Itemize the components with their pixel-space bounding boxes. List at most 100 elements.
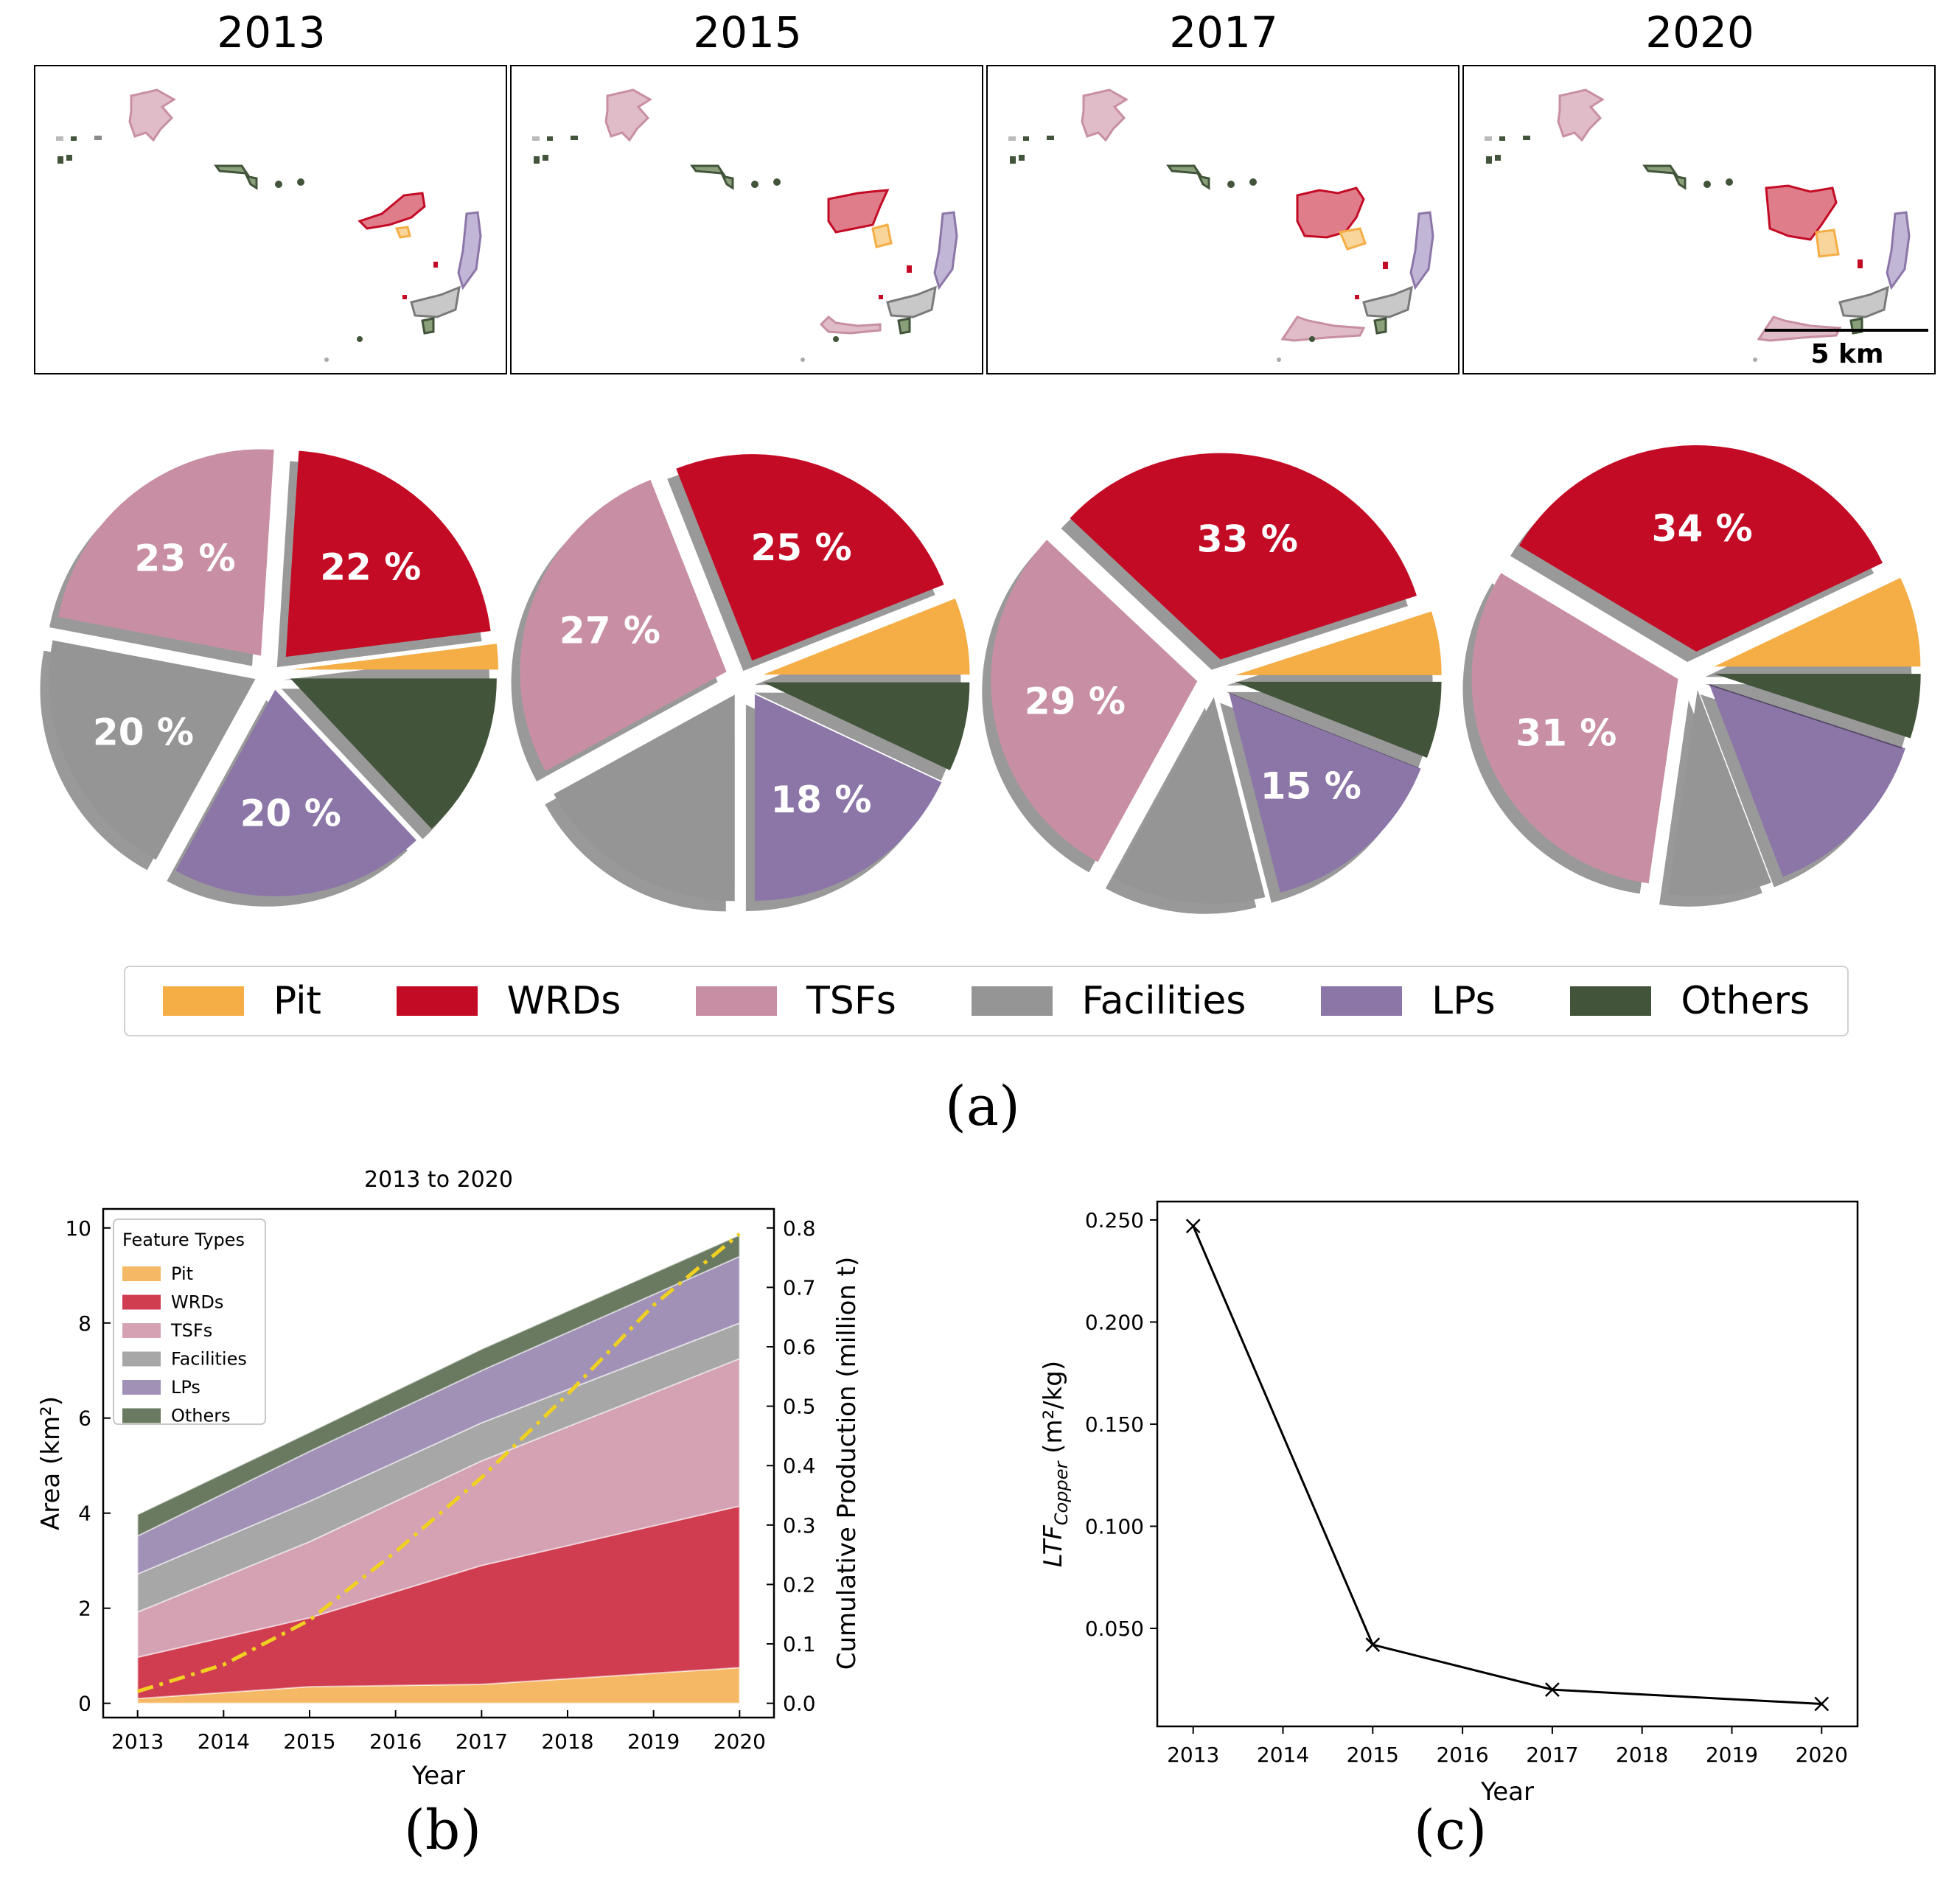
ltf-marker [1365, 1637, 1381, 1653]
map-2013-features [56, 88, 482, 362]
x-tick-label: 2018 [541, 1729, 593, 1754]
pie-slice-others [1235, 681, 1442, 758]
legend-label: Facilities [1081, 979, 1246, 1023]
production-line [136, 1232, 741, 1693]
legend-item-facilities: Facilities [971, 979, 1246, 1023]
ltf-marker [1545, 1682, 1560, 1698]
x-tick-label: 2016 [1436, 1743, 1488, 1767]
legend-item-pit: Pit [162, 979, 321, 1023]
x-tick-label: 2015 [283, 1729, 335, 1754]
map-2020-features: 5 km [1485, 88, 1928, 369]
area-legend: Feature Types Pit WRDs TSFs Facilities LPs Oth… [113, 1219, 266, 1426]
pie-slice-label: 34 % [1652, 507, 1753, 550]
pie-slice-others [290, 678, 497, 829]
pie-slice-pit [1235, 611, 1442, 675]
area-legend-label: TSFs [170, 1320, 212, 1341]
x-tick-label: 2019 [627, 1729, 680, 1754]
legend-item-lps: LPs [1321, 979, 1496, 1023]
y-tick-label: 0.250 [1085, 1208, 1144, 1233]
pie-slice-others [763, 682, 970, 770]
x-tick-label: 2013 [111, 1729, 164, 1754]
legend-swatch-pit [162, 986, 244, 1016]
pie-slice-label: 23 % [135, 537, 236, 580]
plot-frame [1156, 1200, 1859, 1728]
map-title-2015: 2015 [693, 7, 802, 57]
x-tick-label: 2013 [1167, 1743, 1219, 1767]
pie-slice-tsfs [520, 479, 727, 772]
y-tick-label: 8 [78, 1311, 91, 1336]
x-axis-label: Year [411, 1761, 465, 1791]
x-tick-label: 2017 [456, 1729, 508, 1754]
area-legend-label: WRDs [171, 1292, 223, 1313]
pie-slice-label: 15 % [1260, 765, 1361, 808]
area-legend-swatch [122, 1351, 161, 1367]
pie-slice-pit [763, 599, 970, 675]
pie-slice-pit [1714, 577, 1921, 667]
ltf-marker [1185, 1219, 1201, 1234]
y-tick-label: 4 [78, 1502, 91, 1526]
ltf-marker [1814, 1696, 1830, 1712]
pie-slice-facilities [1114, 697, 1266, 904]
feature-legend: Pit WRDs TSFs Facilities LPs Others [124, 966, 1849, 1036]
x-axis-label: Year [1480, 1777, 1534, 1807]
y-axis-label-unit: (m²/kg) [1039, 1361, 1068, 1462]
area-legend-label: Facilities [171, 1349, 247, 1370]
caption-b: (b) [404, 1799, 482, 1862]
legend-swatch-tsfs [696, 986, 778, 1016]
y-tick-label: 10 [65, 1216, 91, 1241]
y-axis-label: LTFCopper (m²/kg) [1039, 1361, 1072, 1567]
x-tick-label: 2015 [1347, 1743, 1399, 1767]
scale-bar-label: 5 km [1810, 339, 1883, 369]
legend-swatch-others [1570, 986, 1652, 1016]
y-tick-label: 0.200 [1085, 1310, 1144, 1334]
x-tick-label: 2016 [369, 1729, 422, 1754]
area-chart: 2013 to 2020 2013 2014 2015 2016 2017 2018 2019… [36, 1167, 862, 1791]
caption-c: (c) [1414, 1799, 1488, 1862]
legend-item-wrds: WRDs [396, 979, 621, 1023]
y2-tick-label: 0.6 [783, 1335, 816, 1359]
map-2013 [34, 65, 507, 374]
y-axis-label-main: LTF [1039, 1525, 1068, 1567]
pie-slice-label: 22 % [320, 546, 421, 589]
pie-slice-others [1714, 674, 1921, 739]
pie-slice-label: 33 % [1197, 518, 1298, 561]
legend-swatch-wrds [396, 986, 478, 1016]
pie-charts: 22 % 23 % 20 % 20 % 25 % 27 % 18 % 33 % 29 % 15 %… [40, 445, 1921, 914]
y-tick-label: 2 [78, 1597, 91, 1621]
pie-slice-lps [175, 689, 416, 896]
pie-slice-wrds [1519, 445, 1883, 652]
pie-slice-pit [291, 644, 498, 670]
area-legend-swatch [122, 1380, 161, 1395]
map-2017 [986, 65, 1459, 374]
pie-slice-tsfs [58, 449, 274, 656]
x-tick-label: 2017 [1526, 1743, 1578, 1767]
y2-tick-label: 0.3 [783, 1513, 816, 1538]
pie-slice-label: 25 % [750, 526, 851, 569]
y-axis-label: Area (km²) [36, 1396, 66, 1530]
pie-slice-label: 20 % [93, 711, 194, 754]
plot-frame [102, 1207, 775, 1719]
map-2020: 5 km [1462, 65, 1936, 374]
y-tick-label: 6 [78, 1406, 91, 1431]
y-tick-label: 0.100 [1085, 1514, 1144, 1538]
map-title-2013: 2013 [217, 7, 326, 57]
chart-title: 2013 to 2020 [364, 1167, 513, 1193]
y2-tick-label: 0.8 [783, 1216, 816, 1241]
x-tick-label: 2014 [198, 1729, 250, 1754]
map-2015-features [532, 88, 958, 362]
x-tick-label: 2019 [1706, 1743, 1758, 1767]
y2-tick-label: 0.5 [783, 1395, 816, 1419]
pie-slice-label: 18 % [770, 778, 871, 821]
pie-slice-lps [1229, 692, 1421, 893]
x-tick-label: 2014 [1257, 1743, 1309, 1767]
area-legend-swatch [122, 1408, 161, 1423]
area-legend-title: Feature Types [122, 1230, 245, 1250]
map-2015 [510, 65, 983, 374]
y-tick-label: 0 [78, 1692, 91, 1716]
legend-item-tsfs: TSFs [696, 979, 896, 1023]
pie-slice-label: 27 % [559, 609, 660, 652]
area-legend-label: LPs [171, 1377, 200, 1398]
pie-slice-wrds [676, 454, 944, 661]
legend-label: WRDs [506, 979, 621, 1023]
pie-slice-tsfs [1471, 573, 1678, 884]
